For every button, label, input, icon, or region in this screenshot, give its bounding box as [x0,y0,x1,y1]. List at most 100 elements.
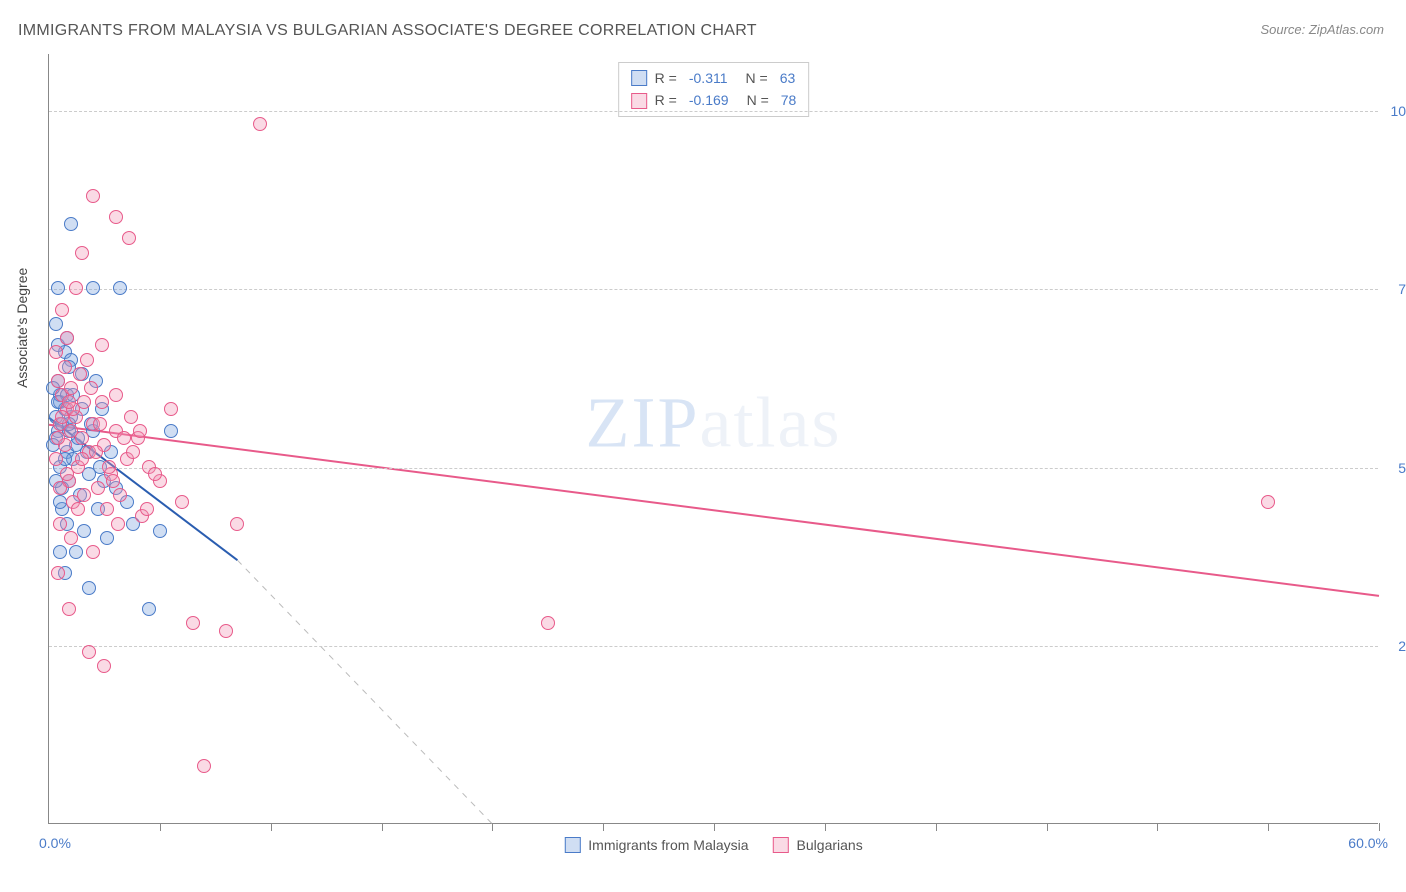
scatter-point [117,431,131,445]
scatter-point [133,424,147,438]
scatter-point [51,566,65,580]
scatter-point [186,616,200,630]
grid-line-h [49,111,1378,112]
scatter-point [109,388,123,402]
scatter-point [55,410,69,424]
scatter-point [77,524,91,538]
scatter-point [53,495,67,509]
scatter-point [97,659,111,673]
x-tick [271,823,272,831]
legend-row-1: R = -0.169 N = 78 [631,89,797,111]
series-name-0: Immigrants from Malaysia [588,837,748,853]
x-axis-start-label: 0.0% [39,835,71,851]
correlation-legend: R = -0.311 N = 63 R = -0.169 N = 78 [618,62,810,117]
x-tick [603,823,604,831]
grid-line-h [49,646,1378,647]
x-tick [1379,823,1380,831]
n-value-0: 63 [780,67,796,89]
plot-area: ZIPatlas R = -0.311 N = 63 R = -0.169 N … [48,54,1378,824]
y-tick-label: 75.0% [1398,281,1406,297]
scatter-point [86,545,100,559]
scatter-point [140,502,154,516]
watermark-post: atlas [700,383,842,463]
y-tick-label: 25.0% [1398,638,1406,654]
scatter-point [69,545,83,559]
source-attribution: Source: ZipAtlas.com [1260,22,1384,37]
n-value-1: 78 [781,89,797,111]
scatter-point [75,452,89,466]
scatter-point [49,317,63,331]
chart-container: IMMIGRANTS FROM MALAYSIA VS BULGARIAN AS… [0,0,1406,892]
scatter-point [53,545,67,559]
scatter-point [86,189,100,203]
scatter-point [91,481,105,495]
scatter-point [64,381,78,395]
swatch-bottom-1 [773,837,789,853]
scatter-point [53,517,67,531]
swatch-series-0 [631,70,647,86]
x-axis-end-label: 60.0% [1348,835,1388,851]
scatter-point [164,424,178,438]
scatter-point [82,581,96,595]
scatter-point [60,331,74,345]
scatter-point [124,410,138,424]
scatter-point [58,360,72,374]
scatter-point [80,353,94,367]
grid-line-h [49,468,1378,469]
legend-item-0: Immigrants from Malaysia [564,837,748,853]
scatter-point [77,488,91,502]
scatter-point [253,117,267,131]
scatter-point [95,338,109,352]
scatter-point [51,431,65,445]
x-tick [1157,823,1158,831]
scatter-point [82,645,96,659]
scatter-point [126,445,140,459]
x-tick [492,823,493,831]
scatter-point [106,474,120,488]
series-legend: Immigrants from Malaysia Bulgarians [564,837,862,853]
scatter-point [1261,495,1275,509]
scatter-point [71,502,85,516]
x-tick [382,823,383,831]
scatter-point [75,246,89,260]
r-label-0: R = [655,67,677,89]
scatter-point [69,281,83,295]
r-value-1: -0.169 [689,89,729,111]
r-label-1: R = [655,89,677,111]
scatter-point [175,495,189,509]
scatter-point [62,395,76,409]
scatter-point [153,524,167,538]
scatter-point [148,467,162,481]
x-tick [160,823,161,831]
scatter-point [64,217,78,231]
n-label-1: N = [747,89,769,111]
r-value-0: -0.311 [689,67,728,89]
scatter-point [219,624,233,638]
scatter-point [64,531,78,545]
scatter-point [230,517,244,531]
scatter-point [51,281,65,295]
watermark: ZIPatlas [586,382,842,465]
scatter-point [86,281,100,295]
scatter-point [197,759,211,773]
trend-svg [49,54,1379,824]
scatter-point [113,488,127,502]
scatter-point [164,402,178,416]
legend-item-1: Bulgarians [773,837,863,853]
swatch-series-1 [631,93,647,109]
scatter-point [55,303,69,317]
scatter-point [60,467,74,481]
legend-row-0: R = -0.311 N = 63 [631,67,797,89]
scatter-point [93,417,107,431]
series-name-1: Bulgarians [797,837,863,853]
scatter-point [75,431,89,445]
y-axis-title: Associate's Degree [14,268,30,388]
chart-title: IMMIGRANTS FROM MALAYSIA VS BULGARIAN AS… [18,22,757,40]
scatter-point [84,381,98,395]
x-tick [825,823,826,831]
n-label-0: N = [746,67,768,89]
scatter-point [142,602,156,616]
scatter-point [109,210,123,224]
scatter-point [49,452,63,466]
watermark-pre: ZIP [586,383,700,463]
